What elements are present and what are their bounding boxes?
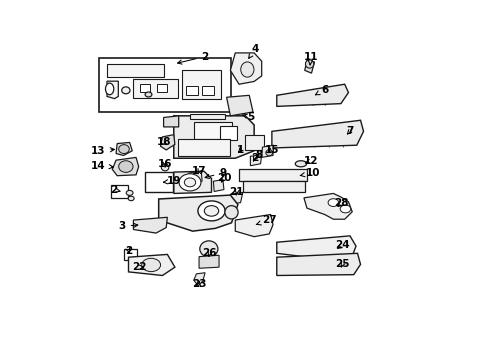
Text: 5: 5 bbox=[242, 112, 255, 122]
Bar bbox=[145, 172, 173, 192]
Bar bbox=[157, 84, 168, 92]
Ellipse shape bbox=[128, 196, 134, 201]
Polygon shape bbox=[161, 135, 175, 150]
Ellipse shape bbox=[105, 83, 114, 95]
Ellipse shape bbox=[225, 206, 238, 219]
Text: 10: 10 bbox=[300, 168, 320, 178]
Text: 6: 6 bbox=[316, 85, 328, 95]
Text: 27: 27 bbox=[256, 215, 276, 225]
Bar bbox=[107, 64, 164, 77]
Polygon shape bbox=[194, 273, 205, 286]
Text: 12: 12 bbox=[303, 156, 318, 166]
Ellipse shape bbox=[305, 60, 314, 68]
Text: 13: 13 bbox=[91, 146, 114, 156]
Polygon shape bbox=[277, 84, 348, 107]
Ellipse shape bbox=[126, 190, 133, 195]
Bar bbox=[177, 139, 230, 156]
Bar bbox=[245, 135, 264, 150]
Bar bbox=[99, 58, 231, 112]
Text: 2: 2 bbox=[251, 153, 259, 163]
Text: 28: 28 bbox=[335, 198, 349, 208]
Ellipse shape bbox=[184, 178, 196, 187]
Polygon shape bbox=[174, 171, 212, 193]
Polygon shape bbox=[230, 53, 262, 84]
Polygon shape bbox=[107, 81, 118, 99]
Ellipse shape bbox=[340, 205, 351, 213]
Polygon shape bbox=[133, 217, 168, 233]
Polygon shape bbox=[214, 180, 224, 192]
Text: 2: 2 bbox=[125, 246, 132, 256]
Text: 14: 14 bbox=[91, 161, 113, 171]
Polygon shape bbox=[235, 215, 273, 237]
Polygon shape bbox=[226, 95, 253, 116]
Text: 23: 23 bbox=[192, 279, 206, 289]
Bar bbox=[140, 84, 150, 92]
Text: 2: 2 bbox=[110, 185, 120, 194]
Text: 4: 4 bbox=[249, 44, 259, 58]
Ellipse shape bbox=[179, 174, 201, 191]
Ellipse shape bbox=[119, 145, 129, 153]
Text: 22: 22 bbox=[133, 262, 147, 272]
Polygon shape bbox=[304, 193, 352, 219]
Ellipse shape bbox=[145, 92, 152, 97]
Bar bbox=[243, 181, 305, 192]
Polygon shape bbox=[174, 116, 254, 158]
Text: 8: 8 bbox=[256, 150, 263, 161]
Ellipse shape bbox=[119, 161, 133, 172]
Bar bbox=[194, 122, 231, 139]
Text: 19: 19 bbox=[164, 176, 181, 186]
Ellipse shape bbox=[328, 199, 339, 207]
Bar bbox=[239, 169, 307, 181]
Text: 15: 15 bbox=[265, 145, 279, 155]
Text: 26: 26 bbox=[202, 248, 217, 258]
Ellipse shape bbox=[200, 241, 218, 257]
Bar bbox=[182, 69, 221, 99]
Text: 2: 2 bbox=[177, 51, 209, 64]
Polygon shape bbox=[199, 255, 219, 268]
Polygon shape bbox=[272, 120, 364, 148]
Ellipse shape bbox=[266, 150, 272, 156]
Text: 20: 20 bbox=[217, 174, 231, 184]
Ellipse shape bbox=[295, 161, 307, 167]
Polygon shape bbox=[277, 236, 356, 261]
Bar bbox=[111, 185, 128, 198]
Polygon shape bbox=[277, 253, 361, 275]
Polygon shape bbox=[262, 145, 274, 157]
Polygon shape bbox=[189, 171, 202, 183]
Text: 24: 24 bbox=[335, 240, 350, 250]
Text: 7: 7 bbox=[346, 126, 354, 136]
Bar bbox=[123, 249, 137, 260]
Polygon shape bbox=[112, 157, 139, 176]
Polygon shape bbox=[228, 192, 243, 204]
Polygon shape bbox=[190, 114, 225, 120]
Ellipse shape bbox=[198, 201, 225, 221]
Polygon shape bbox=[128, 255, 175, 275]
Bar bbox=[202, 86, 214, 95]
Bar bbox=[186, 86, 198, 95]
Text: 18: 18 bbox=[156, 138, 171, 148]
Polygon shape bbox=[250, 155, 262, 166]
Bar bbox=[220, 126, 237, 140]
Text: 16: 16 bbox=[158, 159, 172, 169]
Polygon shape bbox=[164, 116, 179, 127]
Text: 3: 3 bbox=[119, 221, 138, 231]
Text: 1: 1 bbox=[237, 145, 244, 155]
Ellipse shape bbox=[241, 62, 254, 77]
Ellipse shape bbox=[142, 258, 161, 271]
Ellipse shape bbox=[122, 87, 130, 94]
Ellipse shape bbox=[204, 206, 219, 216]
Bar bbox=[133, 79, 178, 98]
Ellipse shape bbox=[161, 164, 169, 171]
Text: 25: 25 bbox=[335, 260, 350, 269]
Polygon shape bbox=[159, 195, 238, 231]
Polygon shape bbox=[305, 60, 315, 73]
Text: 17: 17 bbox=[192, 166, 206, 176]
Polygon shape bbox=[116, 143, 132, 156]
Text: 9: 9 bbox=[205, 168, 226, 179]
Text: 21: 21 bbox=[229, 187, 244, 197]
Text: 11: 11 bbox=[303, 51, 318, 65]
